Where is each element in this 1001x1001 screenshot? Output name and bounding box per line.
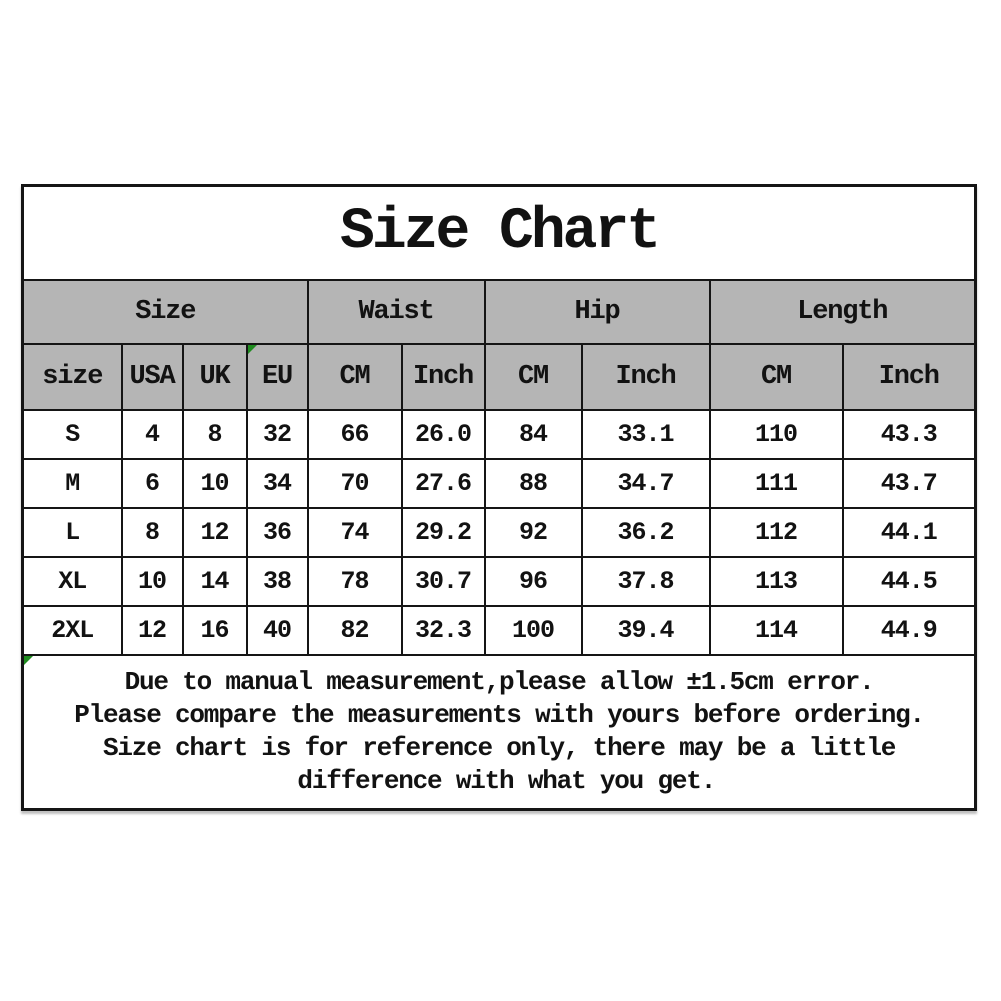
table-cell: 44.1	[841, 506, 977, 558]
table-cell: 12	[120, 604, 184, 656]
table-cell: 82	[306, 604, 403, 656]
table-cell: 112	[708, 506, 844, 558]
column-header-waist-cm: CM	[306, 342, 403, 411]
table-row-2xl: 2XL 12 16 40 82 32.3 100 39.4 114 44.9	[21, 604, 977, 656]
table-cell: 39.4	[580, 604, 711, 656]
table-cell: 113	[708, 555, 844, 607]
table-row-l: L 8 12 36 74 29.2 92 36.2 112 44.1	[21, 506, 977, 558]
table-cell: M	[21, 457, 123, 509]
table-row-s: S 4 8 32 66 26.0 84 33.1 110 43.3	[21, 408, 977, 460]
table-cell: 37.8	[580, 555, 711, 607]
table-cell: 110	[708, 408, 844, 460]
table-cell: 100	[483, 604, 583, 656]
table-cell: 78	[306, 555, 403, 607]
table-cell: 44.5	[841, 555, 977, 607]
table-cell: 33.1	[580, 408, 711, 460]
table-cell: 8	[120, 506, 184, 558]
table-cell: 10	[120, 555, 184, 607]
table-cell: 12	[181, 506, 248, 558]
table-cell: 32	[245, 408, 309, 460]
group-header-row: Size Waist Hip Length	[21, 278, 977, 345]
column-header-waist-inch: Inch	[400, 342, 486, 411]
page-title: Size Chart	[21, 184, 977, 281]
table-cell: 70	[306, 457, 403, 509]
table-cell: 16	[181, 604, 248, 656]
table-cell: 30.7	[400, 555, 486, 607]
note-line: Due to manual measurement,please allow ±…	[124, 666, 875, 697]
table-cell: 92	[483, 506, 583, 558]
group-header-waist: Waist	[306, 278, 486, 345]
table-cell: 44.9	[841, 604, 977, 656]
column-header-row: size USA UK EU CM Inch CM Inch CM Inch	[21, 342, 977, 411]
notes-row: Due to manual measurement,please allow ±…	[21, 653, 977, 811]
table-cell: 8	[181, 408, 248, 460]
table-cell: 34	[245, 457, 309, 509]
table-cell: 96	[483, 555, 583, 607]
group-header-hip: Hip	[483, 278, 711, 345]
table-cell: L	[21, 506, 123, 558]
table-cell: 4	[120, 408, 184, 460]
column-header-hip-cm: CM	[483, 342, 583, 411]
note-line: Size chart is for reference only, there …	[102, 732, 896, 763]
table-cell: 38	[245, 555, 309, 607]
table-cell: 43.7	[841, 457, 977, 509]
table-cell: 40	[245, 604, 309, 656]
note-line: Please compare the measurements with you…	[74, 699, 925, 730]
size-chart-table: Size Chart Size Waist Hip Length size US…	[21, 184, 978, 811]
note-line: difference with what you get.	[283, 765, 716, 796]
column-header-uk: UK	[181, 342, 248, 411]
group-header-length: Length	[708, 278, 977, 345]
table-cell: 27.6	[400, 457, 486, 509]
column-header-usa: USA	[120, 342, 184, 411]
column-header-eu: EU	[245, 342, 309, 411]
table-cell: 10	[181, 457, 248, 509]
table-cell: 34.7	[580, 457, 711, 509]
table-cell: 43.3	[841, 408, 977, 460]
table-cell: 32.3	[400, 604, 486, 656]
notes: Due to manual measurement,please allow ±…	[21, 653, 977, 811]
table-cell: XL	[21, 555, 123, 607]
table-row-m: M 6 10 34 70 27.6 88 34.7 111 43.7	[21, 457, 977, 509]
table-cell: 36.2	[580, 506, 711, 558]
table-cell: S	[21, 408, 123, 460]
table-cell: 66	[306, 408, 403, 460]
column-header-size: size	[21, 342, 123, 411]
comment-marker-icon	[248, 345, 257, 354]
column-header-length-inch: Inch	[841, 342, 977, 411]
table-cell: 111	[708, 457, 844, 509]
table-cell: 2XL	[21, 604, 123, 656]
table-cell: 114	[708, 604, 844, 656]
column-header-eu-label: EU	[261, 361, 293, 392]
table-row-xl: XL 10 14 38 78 30.7 96 37.8 113 44.5	[21, 555, 977, 607]
table-cell: 84	[483, 408, 583, 460]
group-header-size: Size	[21, 278, 309, 345]
table-cell: 14	[181, 555, 248, 607]
table-cell: 88	[483, 457, 583, 509]
title-row: Size Chart	[21, 184, 977, 281]
table-cell: 29.2	[400, 506, 486, 558]
table-cell: 74	[306, 506, 403, 558]
table-cell: 36	[245, 506, 309, 558]
table-cell: 6	[120, 457, 184, 509]
comment-marker-icon	[24, 656, 33, 665]
column-header-hip-inch: Inch	[580, 342, 711, 411]
table-cell: 26.0	[400, 408, 486, 460]
column-header-length-cm: CM	[708, 342, 844, 411]
